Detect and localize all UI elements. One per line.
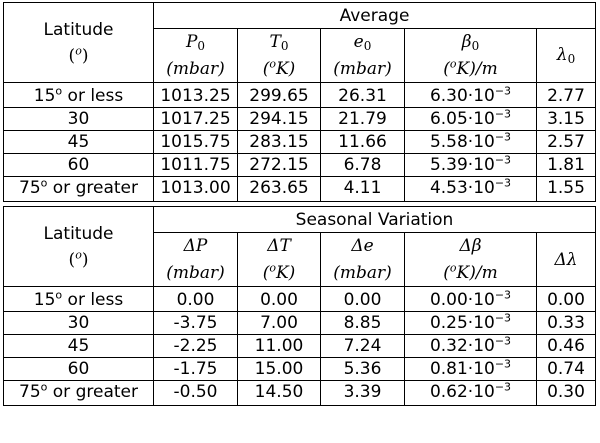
latitude-cell: 15o or less: [3, 286, 154, 312]
table-row: 15o or less 1013.25 299.65 26.31 6.30·10…: [3, 82, 597, 108]
value-cell: 3.39: [320, 380, 405, 406]
latitude-cell: 60: [3, 357, 154, 381]
table-row: 30 1017.25 294.15 21.79 6.05·10−3 3.15: [3, 107, 597, 131]
value-cell: 6.05·10−3: [404, 107, 537, 131]
value-cell: 0.74: [536, 357, 596, 381]
value-cell: 0.30: [536, 380, 596, 406]
col-header-delta-e: Δe: [320, 232, 405, 260]
value-cell: -0.50: [153, 380, 238, 406]
col-header-t0: T0: [237, 28, 321, 56]
value-cell: 5.39·10−3: [404, 153, 537, 177]
latitude-unit: (o): [68, 43, 89, 66]
value-cell: 2.57: [535, 130, 597, 154]
value-cell: 0.46: [536, 334, 596, 358]
value-cell: 0.33: [536, 311, 596, 335]
col-unit-delta-p: (mbar): [153, 259, 238, 287]
latitude-header: Latitude: [43, 19, 114, 40]
value-cell: 0.00·10−3: [404, 286, 537, 312]
value-cell: 294.15: [237, 107, 321, 131]
value-cell: 1013.25: [153, 82, 238, 108]
value-cell: 26.31: [320, 82, 405, 108]
table-row: 75o or greater 1013.00 263.65 4.11 4.53·…: [3, 176, 597, 202]
value-cell: 15.00: [237, 357, 321, 381]
col-unit-e0: (mbar): [320, 55, 405, 83]
latitude-cell: 45: [3, 130, 154, 154]
latitude-header: Latitude: [43, 223, 114, 244]
latitude-header-cell: Latitude (o): [3, 206, 154, 287]
value-cell: -1.75: [153, 357, 238, 381]
table-row: 45 -2.25 11.00 7.24 0.32·10−3 0.46: [3, 334, 596, 358]
latitude-cell: 30: [3, 311, 154, 335]
col-header-delta-lambda: Δλ: [536, 232, 596, 287]
value-cell: 3.15: [535, 107, 597, 131]
value-cell: 7.00: [237, 311, 321, 335]
latitude-unit: (o): [68, 247, 89, 270]
value-cell: 11.00: [237, 334, 321, 358]
seasonal-variation-table: Latitude (o) Seasonal Variation ΔP ΔT Δe…: [3, 206, 596, 406]
col-header-p0: P0: [153, 28, 238, 56]
col-header-delta-t: ΔT: [237, 232, 321, 260]
table-row: 30 -3.75 7.00 8.85 0.25·10−3 0.33: [3, 311, 596, 335]
value-cell: 0.62·10−3: [404, 380, 537, 406]
value-cell: 263.65: [237, 176, 321, 202]
value-cell: 2.77: [535, 82, 597, 108]
col-unit-delta-t: (oK): [237, 259, 321, 287]
value-cell: 0.81·10−3: [404, 357, 537, 381]
latitude-cell: 30: [3, 107, 154, 131]
value-cell: 21.79: [320, 107, 405, 131]
value-cell: 0.00: [320, 286, 405, 312]
latitude-cell: 75o or greater: [3, 176, 154, 202]
value-cell: 1.81: [535, 153, 597, 177]
value-cell: 14.50: [237, 380, 321, 406]
value-cell: 0.32·10−3: [404, 334, 537, 358]
value-cell: -3.75: [153, 311, 238, 335]
col-unit-p0: (mbar): [153, 55, 238, 83]
col-unit-t0: (oK): [237, 55, 321, 83]
value-cell: 1.55: [535, 176, 597, 202]
table-row: 15o or less 0.00 0.00 0.00 0.00·10−3 0.0…: [3, 286, 596, 312]
col-header-delta-beta: Δβ: [404, 232, 537, 260]
value-cell: 0.25·10−3: [404, 311, 537, 335]
latitude-cell: 75o or greater: [3, 380, 154, 406]
value-cell: 0.00: [153, 286, 238, 312]
value-cell: 272.15: [237, 153, 321, 177]
latitude-cell: 60: [3, 153, 154, 177]
value-cell: 5.36: [320, 357, 405, 381]
col-unit-delta-e: (mbar): [320, 259, 405, 287]
table-row: 75o or greater -0.50 14.50 3.39 0.62·10−…: [3, 380, 596, 406]
average-table: Latitude (o) Average P0 T0 e0 β0 λ0 (mba…: [3, 2, 597, 202]
latitude-cell: 45: [3, 334, 154, 358]
value-cell: 8.85: [320, 311, 405, 335]
tables-container: Latitude (o) Average P0 T0 e0 β0 λ0 (mba…: [3, 2, 597, 406]
value-cell: 5.58·10−3: [404, 130, 537, 154]
value-cell: 283.15: [237, 130, 321, 154]
value-cell: 1015.75: [153, 130, 238, 154]
col-unit-delta-beta: (oK)/m: [404, 259, 537, 287]
col-header-delta-p: ΔP: [153, 232, 238, 260]
value-cell: 0.00: [237, 286, 321, 312]
value-cell: 4.11: [320, 176, 405, 202]
value-cell: 0.00: [536, 286, 596, 312]
average-group-header: Average: [152, 2, 597, 29]
value-cell: 6.30·10−3: [404, 82, 537, 108]
value-cell: 6.78: [320, 153, 405, 177]
value-cell: 1013.00: [153, 176, 238, 202]
col-unit-beta0: (oK)/m: [404, 55, 537, 83]
value-cell: 1011.75: [153, 153, 238, 177]
col-header-lambda0: λ0: [535, 28, 597, 83]
table-row: 45 1015.75 283.15 11.66 5.58·10−3 2.57: [3, 130, 597, 154]
value-cell: -2.25: [153, 334, 238, 358]
value-cell: 1017.25: [153, 107, 238, 131]
seasonal-group-header: Seasonal Variation: [153, 206, 596, 233]
col-header-e0: e0: [320, 28, 405, 56]
latitude-header-cell: Latitude (o): [3, 2, 154, 83]
latitude-cell: 15o or less: [3, 82, 154, 108]
col-header-beta0: β0: [404, 28, 537, 56]
value-cell: 7.24: [320, 334, 405, 358]
value-cell: 4.53·10−3: [404, 176, 537, 202]
value-cell: 299.65: [237, 82, 321, 108]
table-row: 60 -1.75 15.00 5.36 0.81·10−3 0.74: [3, 357, 596, 381]
table-row: 60 1011.75 272.15 6.78 5.39·10−3 1.81: [3, 153, 597, 177]
value-cell: 11.66: [320, 130, 405, 154]
